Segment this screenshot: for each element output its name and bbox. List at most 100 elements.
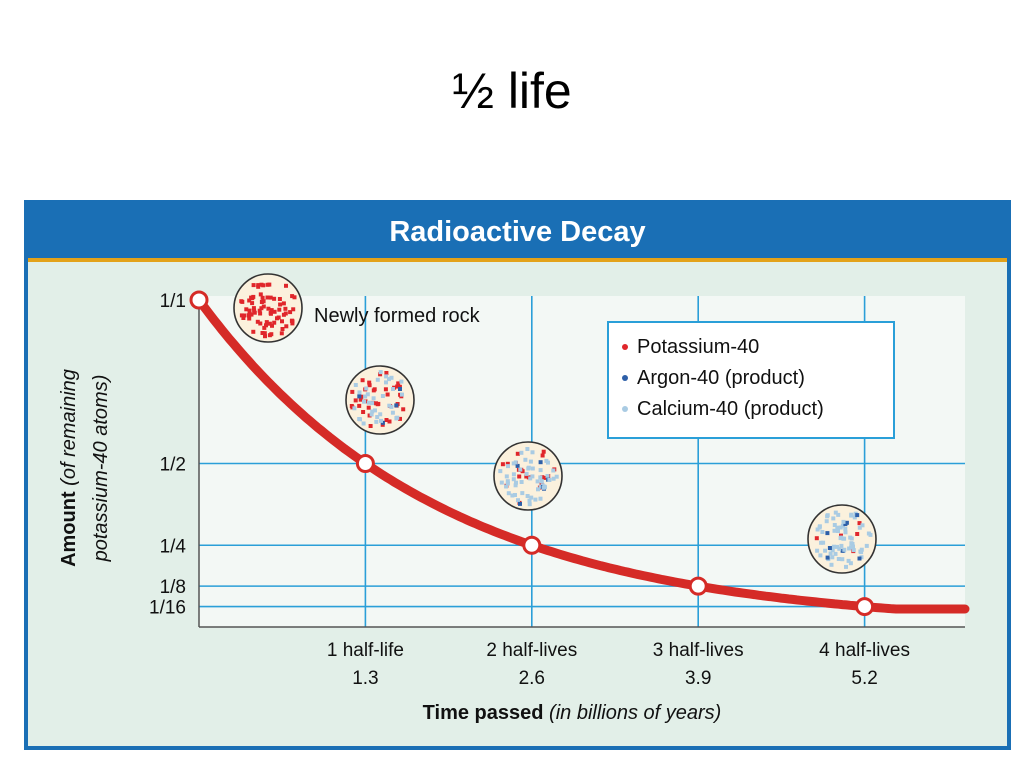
rock-atom-dot	[530, 450, 535, 455]
rock-atom-dot	[366, 405, 371, 410]
rock-atom-dot	[857, 521, 862, 526]
rock-atom-dot	[546, 460, 550, 465]
rock-atom-dot	[504, 484, 509, 489]
rock-atom-dot	[842, 547, 847, 552]
rock-atom-dot	[281, 301, 286, 306]
rock-atom-dot	[517, 474, 522, 479]
rock-atom-dot	[281, 312, 286, 317]
rock-atom-dot	[397, 384, 402, 389]
legend-marker	[622, 375, 628, 381]
rock-atom-dot	[259, 300, 264, 304]
rock-atom-dot	[284, 283, 288, 288]
rock-atom-dot	[357, 394, 362, 399]
rock-atom-dot	[375, 377, 380, 382]
rock-atom-dot	[506, 491, 511, 496]
rock-atom-dot	[844, 564, 848, 569]
rock-atom-dot	[368, 424, 373, 428]
rock-atom-dot	[533, 497, 538, 502]
rock-atom-dot	[535, 479, 540, 484]
rock-atom-dot	[538, 468, 543, 473]
rock-atom-dot	[530, 474, 535, 479]
rock-atom-dot	[846, 558, 851, 563]
rock-atom-dot	[366, 400, 371, 405]
data-point	[189, 290, 209, 310]
rock-atom-dot	[849, 512, 854, 517]
rock-atom-dot	[258, 292, 263, 297]
rock-atom-dot	[268, 310, 273, 315]
rock-atom-dot	[277, 297, 282, 301]
rock-atom-dot	[275, 316, 279, 321]
rock-atom-dot	[825, 531, 830, 536]
rock-atom-dot	[818, 553, 823, 558]
rock-atom-dot	[290, 321, 295, 326]
rock-atom-dot	[838, 525, 843, 530]
rock-atom-dot	[833, 551, 838, 556]
rock-atom-dot	[510, 493, 515, 498]
rock-atom-dot	[527, 498, 532, 503]
rock-atom-dot	[360, 378, 365, 383]
rock-atom-dot	[859, 547, 864, 552]
decay-curve	[194, 295, 970, 614]
rock-atom-dot	[244, 307, 249, 312]
x-tick-value: 3.9	[685, 668, 711, 689]
rock-atom-dot	[371, 396, 376, 401]
rock-atom-dot	[258, 311, 263, 316]
rock-atom-dot	[264, 320, 269, 325]
rock-atom-dot	[242, 313, 247, 318]
rock-atom-dot	[839, 543, 844, 548]
rock-atom-dot	[257, 308, 262, 313]
rock-atom-dot	[292, 295, 297, 300]
rock-atom-dot	[291, 307, 296, 312]
rock-atom-dot	[378, 372, 383, 377]
rock-atom-dot	[511, 461, 516, 466]
rock-sample	[807, 504, 877, 574]
rock-atom-dot	[815, 548, 820, 553]
rock-atom-dot	[832, 528, 837, 533]
rock-atom-dot	[836, 557, 841, 561]
y-axis-label: Amount (of remaining	[58, 369, 80, 567]
rock-atom-dot	[353, 398, 358, 403]
rock-atom-dot	[851, 548, 856, 553]
rock-atom-dot	[399, 379, 404, 384]
rock-atom-dot	[538, 496, 543, 501]
chart-header: Radioactive Decay	[28, 204, 1007, 262]
rock-atom-dot	[527, 502, 532, 507]
y-tick-label: 1/1	[160, 291, 186, 312]
rock-atom-dot	[868, 532, 873, 537]
rock-atom-dot	[511, 477, 516, 482]
rock-atom-dot	[520, 469, 525, 474]
rock-atom-dot	[840, 523, 845, 528]
rock-atom-dot	[525, 447, 530, 451]
rock-atom-dot	[239, 299, 244, 304]
rock-atom-dot	[283, 306, 288, 311]
rock-atom-dot	[241, 316, 246, 320]
rock-atom-dot	[358, 397, 363, 402]
rock-atom-dot	[524, 474, 529, 479]
rock-atom-dot	[394, 416, 399, 420]
rock-atom-dot	[832, 523, 837, 527]
rock-atom-dot	[369, 412, 374, 417]
rock-atom-dot	[519, 480, 524, 484]
rock-atom-dot	[280, 327, 285, 331]
slide-title: ½ life	[452, 63, 572, 119]
rock-atom-dot	[843, 526, 848, 531]
rock-atom-dot	[828, 551, 833, 556]
rock-atom-dot	[513, 493, 517, 497]
rock-atom-dot	[394, 403, 399, 408]
rock-atom-dot	[835, 525, 840, 530]
rock-atom-dot	[536, 487, 540, 492]
data-point	[355, 454, 375, 473]
rock-atom-dot	[262, 331, 267, 336]
rock-atom-dot	[540, 453, 545, 458]
rock-atom-dot	[358, 417, 362, 422]
rock-atom-dot	[266, 306, 271, 311]
rock-sample	[493, 441, 563, 511]
rock-atom-dot	[506, 464, 510, 469]
rock-atom-dot	[260, 331, 265, 335]
rock-atom-dot	[519, 450, 524, 455]
rock-atom-dot	[849, 545, 854, 550]
rock-atom-dot	[278, 302, 283, 307]
rock-sample	[233, 273, 303, 343]
annotation-newly-formed-rock: Newly formed rock	[314, 305, 481, 327]
rock-atom-dot	[288, 310, 293, 315]
